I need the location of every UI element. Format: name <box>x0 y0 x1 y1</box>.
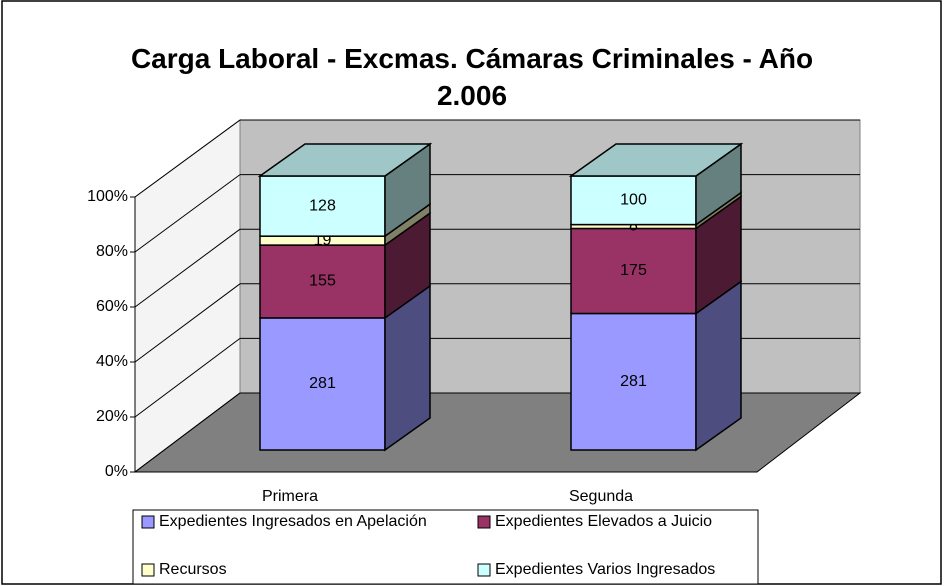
legend-label: Expedientes Elevados a Juicio <box>495 513 712 530</box>
grid-line <box>134 119 241 198</box>
bar-segment <box>570 227 697 315</box>
grid-line <box>134 228 241 308</box>
grid-line <box>134 392 241 473</box>
data-label: 175 <box>620 262 647 279</box>
bar-segment <box>259 244 386 319</box>
legend-swatch <box>141 563 155 577</box>
legend-swatch <box>477 515 491 529</box>
data-label: 281 <box>620 373 647 390</box>
data-label: 281 <box>309 375 336 392</box>
legend-swatch <box>141 515 155 529</box>
bar-top <box>568 143 744 177</box>
data-label: 100 <box>620 192 647 209</box>
grid-line <box>134 337 241 418</box>
y-tick-label: 80% <box>96 243 128 260</box>
x-tick-label: Primera <box>262 488 318 505</box>
y-tick-label: 100% <box>87 188 128 205</box>
grid-line <box>134 174 241 253</box>
legend-label: Expedientes Varios Ingresados <box>495 561 715 578</box>
y-tick-label: 40% <box>96 353 128 370</box>
data-label: 8 <box>629 218 638 235</box>
bar-segment <box>570 312 697 451</box>
data-label: 128 <box>309 197 336 214</box>
floor <box>133 392 862 473</box>
y-tick-label: 60% <box>96 298 128 315</box>
legend-box <box>132 509 759 585</box>
y-tick-label: 0% <box>105 463 128 480</box>
legend-swatch <box>477 563 491 577</box>
data-label: 155 <box>309 273 336 290</box>
y-tick-label: 20% <box>96 408 128 425</box>
chart-title: Carga Laboral - Excmas. Cámaras Criminal… <box>130 43 814 111</box>
legend-label: Recursos <box>159 561 227 578</box>
bar-segment <box>570 175 697 226</box>
legend-label: Expedientes Ingresados en Apelación <box>159 513 427 530</box>
bar-top <box>257 143 433 177</box>
x-tick-label: Segunda <box>569 488 633 505</box>
grid-line <box>134 283 241 363</box>
bar-segment <box>259 175 386 237</box>
